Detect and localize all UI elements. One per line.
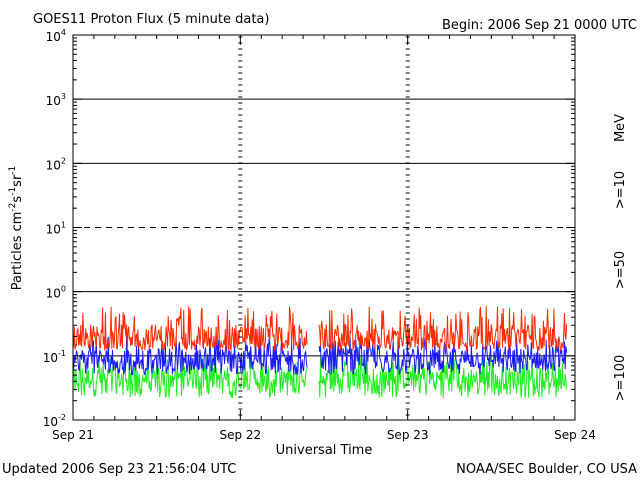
plot-frame bbox=[72, 34, 576, 421]
y-tick-label: 101 bbox=[46, 221, 66, 237]
y-tick-label: 102 bbox=[46, 156, 66, 172]
series-ge50-line bbox=[72, 336, 308, 376]
x-tick-label: Sep 22 bbox=[219, 428, 261, 442]
legend-ge100: >=100 bbox=[613, 355, 628, 402]
series-ge100-line bbox=[318, 355, 568, 399]
legend-ge10: >=10 bbox=[613, 171, 628, 209]
updated-timestamp: Updated 2006 Sep 23 21:56:04 UTC bbox=[2, 462, 236, 477]
series-ge10-line bbox=[72, 306, 308, 352]
series-group bbox=[72, 305, 568, 399]
y-tick-label: 10-2 bbox=[43, 413, 66, 429]
y-tick-label: 100 bbox=[46, 285, 66, 301]
y-tick-label: 10-1 bbox=[43, 349, 66, 365]
series-ge10-line bbox=[318, 305, 568, 352]
y-tick-label: 103 bbox=[46, 92, 66, 108]
x-axis-label: Universal Time bbox=[276, 443, 373, 458]
x-tick-label: Sep 24 bbox=[554, 428, 596, 442]
unit-label-mev: MeV bbox=[613, 114, 628, 142]
y-tick-label: 104 bbox=[46, 28, 66, 44]
credit-text: NOAA/SEC Boulder, CO USA bbox=[456, 462, 637, 477]
x-tick-label: Sep 21 bbox=[52, 428, 94, 442]
series-ge100-line bbox=[72, 356, 308, 399]
y-tick-labels: 10-2 10-1 100 101 102 103 104 bbox=[43, 28, 66, 429]
chart-title: GOES11 Proton Flux (5 minute data) bbox=[33, 12, 269, 27]
x-tick-labels: Sep 21 Sep 22 Sep 23 Sep 24 bbox=[52, 428, 596, 442]
legend-ge50: >=50 bbox=[613, 251, 628, 289]
x-tick-label: Sep 23 bbox=[387, 428, 429, 442]
begin-time: Begin: 2006 Sep 21 0000 UTC bbox=[442, 18, 637, 33]
y-axis-label: Particles cm-2s-1sr-1 bbox=[8, 166, 25, 291]
reference-lines bbox=[73, 98, 575, 357]
